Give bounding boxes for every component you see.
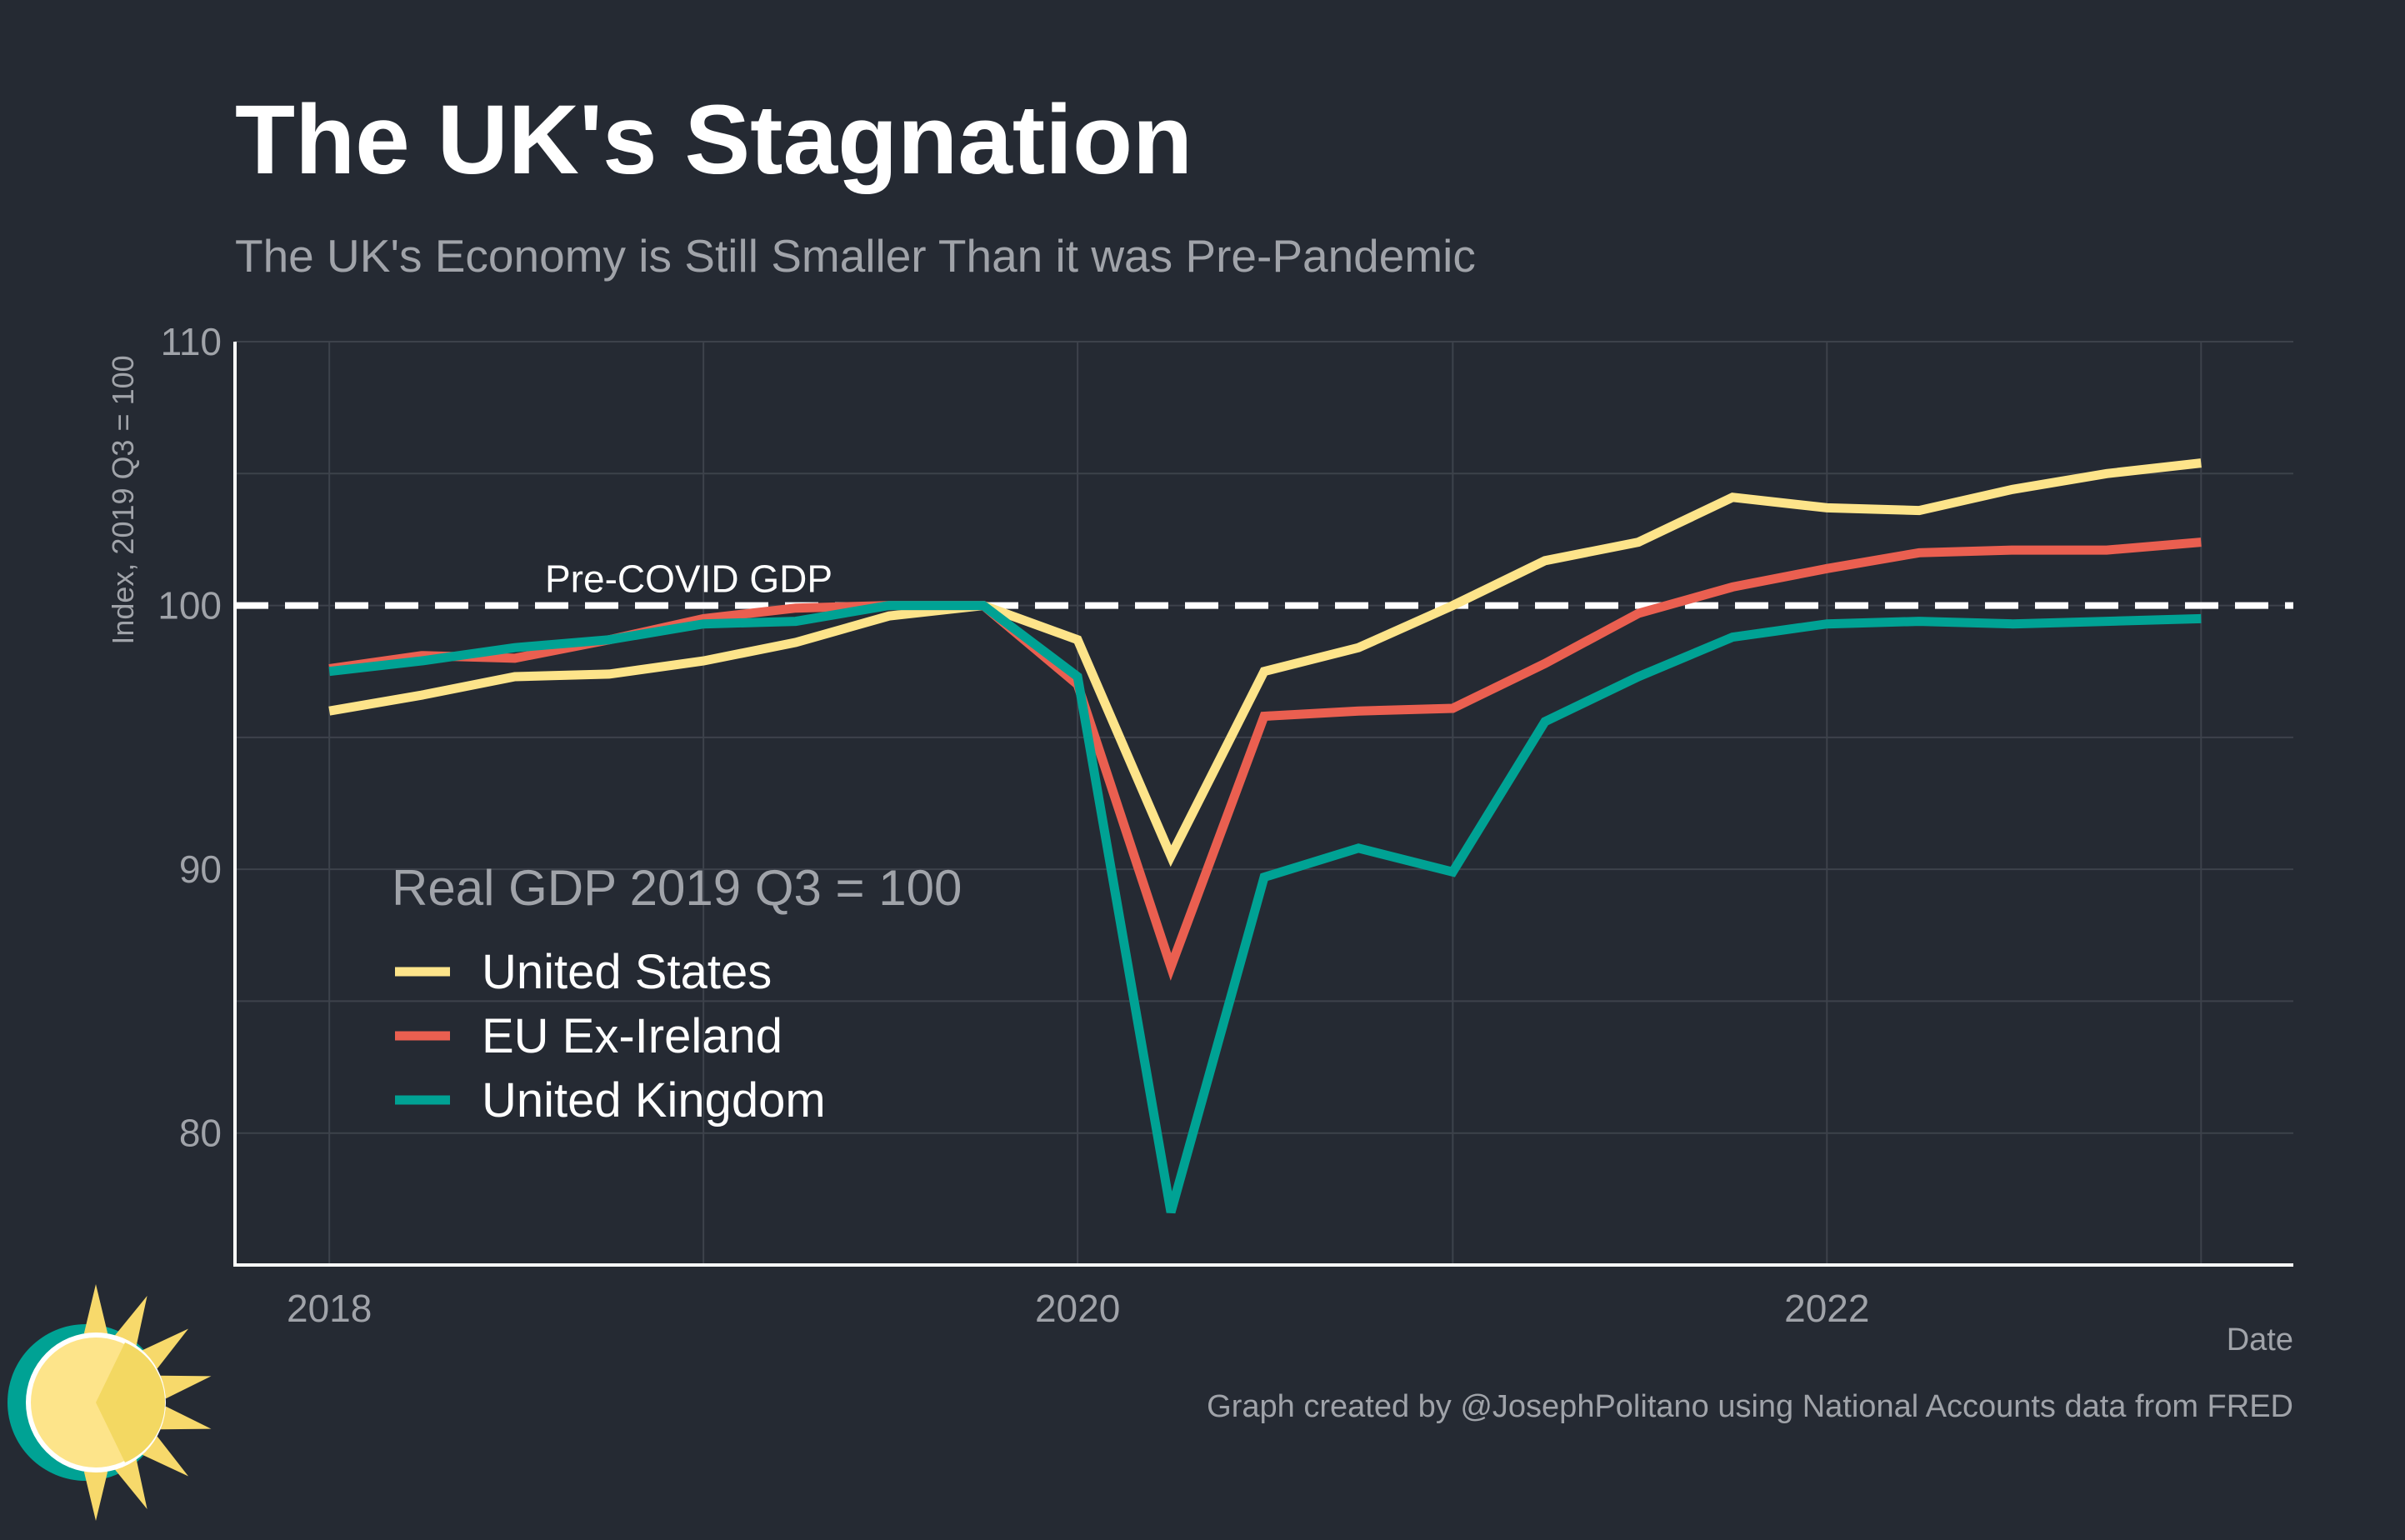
chart-title: The UK's Stagnation bbox=[235, 85, 1192, 195]
sun-logo-icon bbox=[8, 1284, 212, 1521]
y-axis-label: Index, 2019 Q3 = 100 bbox=[106, 355, 140, 644]
legend-items: United States EU Ex-Ireland United Kingdom bbox=[395, 945, 826, 1128]
sun-logo-shade bbox=[96, 1342, 165, 1462]
sun-logo-ray bbox=[142, 1328, 189, 1369]
legend-title: Real GDP 2019 Q3 = 100 bbox=[392, 860, 962, 916]
x-axis-label: Date bbox=[2227, 1322, 2293, 1358]
y-tick-label: 110 bbox=[161, 320, 222, 363]
y-tick-label: 80 bbox=[179, 1112, 222, 1155]
reference-line-group: Pre-COVID GDP bbox=[235, 558, 2293, 609]
x-tick-label: 2018 bbox=[287, 1287, 372, 1330]
x-tick-label: 2020 bbox=[1035, 1287, 1120, 1330]
legend: Real GDP 2019 Q3 = 100 United States EU E… bbox=[392, 860, 962, 1128]
reference-line-label: Pre-COVID GDP bbox=[545, 558, 832, 601]
x-tick-label: 2022 bbox=[1784, 1287, 1869, 1330]
sun-logo-ray bbox=[83, 1284, 108, 1334]
sun-logo-ray bbox=[115, 1296, 148, 1346]
axes bbox=[233, 342, 2293, 1267]
sun-logo-ray bbox=[83, 1471, 108, 1521]
series-line-united-kingdom bbox=[328, 601, 2202, 1214]
grid-lines bbox=[235, 341, 2293, 1265]
sun-logo-ray bbox=[142, 1436, 189, 1477]
series-line-united-states bbox=[328, 458, 2202, 868]
legend-label: United States bbox=[482, 945, 772, 999]
sun-logo-ray bbox=[160, 1406, 212, 1430]
chart-caption: Graph created by @JosephPolitano using N… bbox=[1207, 1389, 2293, 1424]
legend-label: EU Ex-Ireland bbox=[482, 1009, 782, 1063]
y-tick-label: 90 bbox=[179, 848, 222, 891]
y-tick-label: 100 bbox=[158, 584, 222, 628]
sun-logo-ray bbox=[115, 1459, 148, 1509]
tick-labels: 80 90 100 110 2018 2020 2022 bbox=[158, 320, 1869, 1330]
sun-logo-ray bbox=[160, 1375, 212, 1399]
chart-subtitle: The UK's Economy is Still Smaller Than i… bbox=[235, 230, 1476, 282]
legend-label: United Kingdom bbox=[482, 1073, 826, 1128]
series-lines bbox=[328, 458, 2202, 1214]
